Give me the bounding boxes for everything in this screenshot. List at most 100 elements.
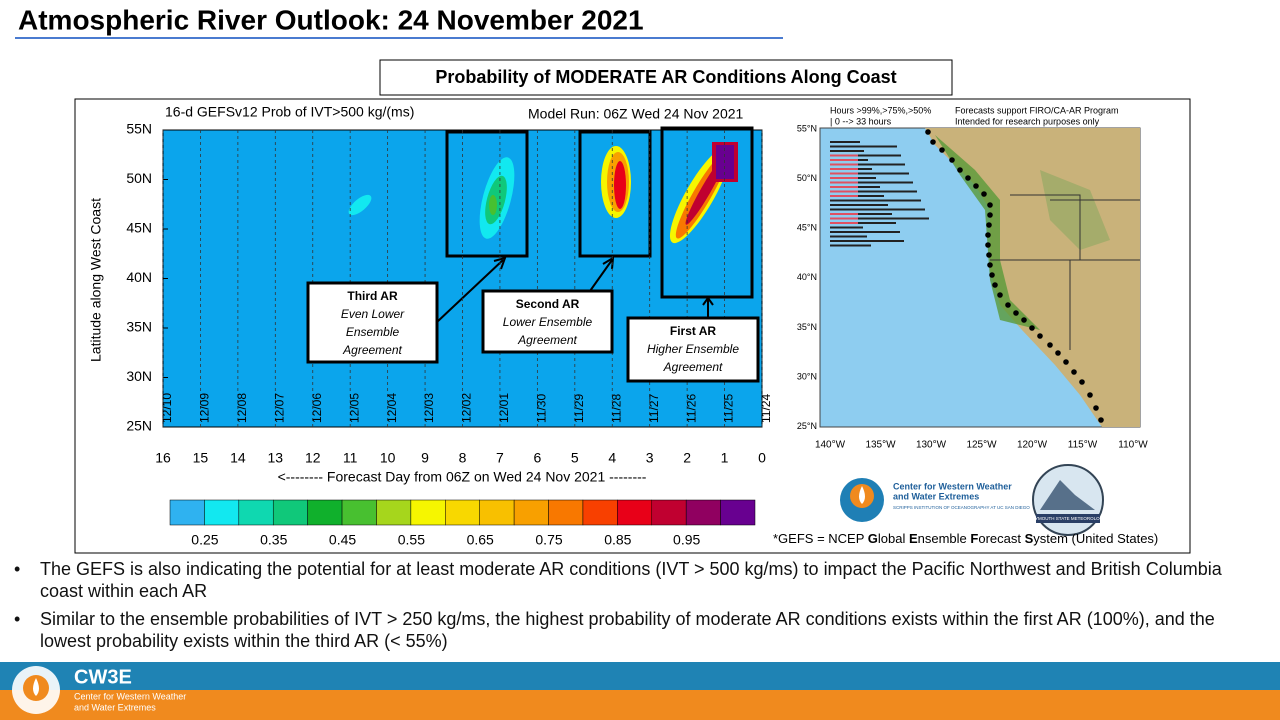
logo-text: PLYMOUTH STATE METEOROLOGY: [1030, 516, 1106, 521]
lat-label: 30°N: [797, 371, 817, 381]
coast-dot: [973, 183, 979, 189]
second-ar-box: [578, 130, 652, 258]
colorbar-label: 0.65: [467, 532, 494, 548]
annotation-text: Higher Ensemble: [647, 342, 739, 356]
colorbar-cell: [341, 499, 377, 526]
y-tick-label: 55N: [126, 121, 152, 137]
date-label: 12/03: [422, 393, 436, 423]
date-label: 11/27: [647, 394, 661, 423]
day-label: 12: [305, 450, 321, 466]
third-ar-box: [445, 130, 529, 258]
colorbar-cell: [445, 499, 480, 526]
footnote: *GEFS = NCEP Global Ensemble Forecast Sy…: [773, 531, 1158, 546]
colorbar-cell: [204, 499, 240, 526]
lat-label: 45°N: [797, 223, 817, 233]
colorbar-label: 0.95: [673, 532, 700, 548]
annotation-box: [481, 289, 614, 354]
logo-text: and Water Extremes: [893, 491, 979, 501]
panel-title-box: [379, 59, 953, 96]
footnote-part: lobal: [878, 531, 909, 546]
coast-dot: [1029, 325, 1035, 331]
coast-dot: [1093, 405, 1099, 411]
annotation-box: [306, 281, 439, 364]
lon-label: 110°W: [1118, 440, 1148, 451]
coast-dot: [989, 272, 995, 278]
day-label: 15: [193, 450, 209, 466]
colorbar-cell: [169, 499, 205, 526]
bullet-list: The GEFS is also indicating the potentia…: [14, 558, 1254, 658]
footer-band: [0, 690, 1280, 720]
coast-dot: [1063, 359, 1069, 365]
arrow-head: [493, 256, 507, 270]
footer-line: Center for Western Weather: [74, 691, 186, 701]
logo-text: Center for Western Weather: [893, 481, 1012, 491]
footer-line: and Water Extremes: [74, 702, 156, 712]
day-label: 8: [459, 450, 467, 466]
footer-band: [0, 662, 1280, 692]
bullet: Similar to the ensemble probabilities of…: [14, 608, 1254, 652]
annotation-title: Third AR: [347, 289, 398, 303]
map-header: Hours >99%,>75%,>50%: [830, 105, 931, 115]
lon-label: 115°W: [1068, 440, 1098, 451]
coast-dot: [1079, 379, 1085, 385]
coast-dot: [987, 212, 993, 218]
colorbar-cell: [307, 499, 343, 526]
heatmap-plot: 16-d GEFSv12 Prob of IVT>500 kg/(ms) Mod…: [88, 104, 773, 485]
coast-dot: [997, 292, 1003, 298]
date-label: 12/08: [235, 393, 249, 423]
colorbar-cell: [720, 499, 756, 526]
coast-dot: [965, 175, 971, 181]
coast-dot: [987, 202, 993, 208]
colorbar-cell: [582, 499, 618, 526]
lat-label: 40°N: [797, 272, 817, 282]
date-label: 11/26: [684, 394, 698, 423]
colorbar-cell: [513, 499, 549, 526]
panel-title: Probability of MODERATE AR Conditions Al…: [435, 67, 896, 87]
day-label: 5: [571, 450, 579, 466]
coast-dot: [1098, 417, 1104, 423]
colorbar-cell: [376, 499, 412, 526]
coast-dot: [1055, 350, 1061, 356]
colorbar-label: 0.25: [191, 532, 218, 548]
arrow-head: [702, 296, 714, 306]
footnote-part: F: [970, 531, 978, 546]
x-axis-label: <-------- Forecast Day from 06Z on Wed 2…: [278, 469, 647, 485]
coast-dot: [987, 262, 993, 268]
annotation-box: [626, 316, 760, 383]
coast-dot: [925, 129, 931, 135]
lon-label: 125°W: [966, 440, 997, 451]
colorbar-cell: [651, 499, 687, 526]
y-tick-label: 35N: [126, 319, 152, 335]
coast-dot: [1071, 369, 1077, 375]
day-label: 0: [758, 450, 766, 466]
coast-dot: [981, 191, 987, 197]
coast-dot: [1037, 333, 1043, 339]
colorbar-label: 0.75: [535, 532, 562, 548]
date-label: 11/30: [535, 394, 549, 423]
day-label: 16: [155, 450, 171, 466]
colorbar-label: 0.55: [398, 532, 425, 548]
coast-dot: [986, 252, 992, 258]
lon-label: 120°W: [1017, 440, 1048, 451]
annotation-text: Lower Ensemble: [503, 315, 593, 329]
day-label: 4: [608, 450, 616, 466]
footer-name: CW3E: [74, 666, 132, 688]
footnote-part: E: [909, 531, 918, 546]
colorbar-cell: [548, 499, 584, 526]
coast-dot: [957, 167, 963, 173]
date-label: 12/04: [385, 393, 399, 423]
y-tick-label: 30N: [126, 368, 152, 384]
footnote-part: G: [868, 531, 878, 546]
day-label: 13: [268, 450, 284, 466]
date-label: 11/28: [609, 394, 623, 423]
date-label: 11/25: [722, 394, 736, 423]
annotation-text: Agreement: [663, 360, 723, 374]
bullet: The GEFS is also indicating the potentia…: [14, 558, 1254, 602]
plymouth-logo: PLYMOUTH STATE METEOROLOGY: [1030, 464, 1106, 536]
day-label: 1: [721, 450, 729, 466]
map: Hours >99%,>75%,>50%| 0 --> 33 hours Fore…: [797, 105, 1148, 450]
cw3e-logo: Center for Western Weather and Water Ext…: [840, 478, 1030, 522]
arrow-head: [602, 256, 615, 270]
